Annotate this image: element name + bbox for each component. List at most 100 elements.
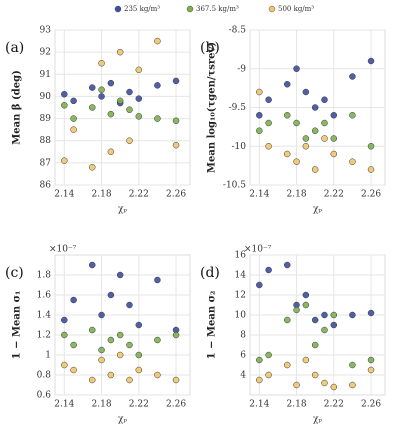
- point: [126, 137, 133, 144]
- x-axis-label: χₚ: [313, 415, 322, 425]
- point: [302, 135, 310, 142]
- point: [321, 96, 328, 103]
- point: [135, 95, 143, 102]
- y-axis-label: Mean log₁₀(τgen/τsrev): [207, 42, 218, 173]
- point: [330, 383, 338, 391]
- point: [98, 311, 105, 319]
- point: [293, 65, 300, 72]
- point: [154, 336, 161, 344]
- y-tick-label: -10.5: [223, 181, 246, 191]
- point: [293, 158, 300, 165]
- point: [311, 127, 319, 134]
- y-tick-label: -10: [232, 142, 247, 152]
- point: [293, 119, 300, 127]
- point: [98, 346, 105, 354]
- point: [61, 157, 68, 164]
- point: [367, 166, 375, 173]
- plot-area: [54, 29, 191, 186]
- point: [349, 311, 356, 319]
- point: [88, 84, 96, 91]
- point: [283, 112, 291, 119]
- point: [311, 104, 319, 111]
- point: [311, 166, 319, 173]
- y-axis-label: 1 − Mean σ₁: [12, 291, 23, 360]
- point: [116, 97, 124, 105]
- y-tick-label: 1.2: [37, 331, 51, 341]
- point: [321, 135, 328, 142]
- legend-marker: [186, 5, 194, 13]
- point: [88, 326, 96, 334]
- point: [321, 311, 328, 319]
- point: [126, 301, 133, 309]
- point: [367, 57, 375, 65]
- x-axis-label: χₚ: [313, 205, 322, 215]
- y-tick-label: 12: [235, 291, 246, 301]
- point: [367, 143, 375, 150]
- point: [116, 351, 124, 359]
- point: [70, 115, 77, 122]
- point: [98, 93, 105, 100]
- point: [88, 104, 96, 111]
- point: [135, 366, 143, 374]
- point: [154, 371, 161, 379]
- point: [256, 88, 263, 96]
- y-tick-label: 1.4: [37, 311, 52, 321]
- y-tick-label: 1.8: [37, 271, 52, 281]
- point: [330, 135, 338, 142]
- y-tick-label: 4: [240, 371, 246, 381]
- point: [154, 276, 161, 284]
- point: [61, 331, 68, 339]
- point: [107, 371, 115, 379]
- point: [256, 376, 263, 384]
- point: [70, 296, 77, 304]
- point: [126, 376, 133, 384]
- point: [311, 316, 319, 324]
- point: [135, 66, 143, 74]
- point: [321, 326, 328, 334]
- point: [256, 281, 263, 289]
- point: [367, 366, 375, 374]
- point: [283, 316, 291, 324]
- y-tick-label: 1: [45, 351, 51, 361]
- panel-label: (d): [200, 265, 220, 281]
- y-tick-label: 91: [40, 70, 51, 80]
- x-axis-label: χₚ: [118, 415, 127, 425]
- x-tick-label: 2.18: [92, 190, 112, 200]
- point: [330, 311, 338, 319]
- y-tick-label: 86: [40, 181, 52, 191]
- point: [70, 341, 77, 349]
- y-tick-label: -9.5: [229, 103, 247, 113]
- point: [116, 271, 124, 279]
- y-tick-label: 87: [40, 158, 52, 168]
- point: [302, 356, 310, 364]
- y-tick-label: 1.6: [37, 291, 52, 301]
- x-tick-label: 2.18: [92, 400, 112, 410]
- point: [107, 336, 115, 344]
- x-tick-label: 2.26: [166, 400, 186, 410]
- y-tick-label: -8.5: [229, 26, 247, 36]
- point: [116, 48, 124, 56]
- point: [135, 351, 143, 359]
- x-tick-label: 2.14: [249, 400, 269, 410]
- point: [367, 356, 375, 364]
- axis-multiplier: ×10⁻⁷: [244, 245, 272, 255]
- point: [154, 115, 161, 122]
- panel-label: (c): [5, 265, 24, 281]
- point: [172, 331, 180, 339]
- legend-label: 235 kg/m³: [124, 5, 160, 13]
- point: [256, 127, 263, 134]
- point: [172, 117, 180, 125]
- point: [293, 306, 300, 314]
- axis-multiplier: ×10⁻⁷: [49, 245, 77, 255]
- x-tick-label: 2.14: [54, 400, 74, 410]
- y-tick-label: 93: [40, 26, 52, 36]
- point: [283, 81, 291, 88]
- y-tick-label: 8: [240, 331, 246, 341]
- point: [107, 148, 115, 156]
- legend-label: 367.5 kg/m³: [196, 5, 239, 13]
- point: [367, 309, 375, 317]
- point: [88, 376, 96, 384]
- point: [70, 97, 77, 105]
- point: [265, 266, 272, 274]
- point: [311, 341, 319, 349]
